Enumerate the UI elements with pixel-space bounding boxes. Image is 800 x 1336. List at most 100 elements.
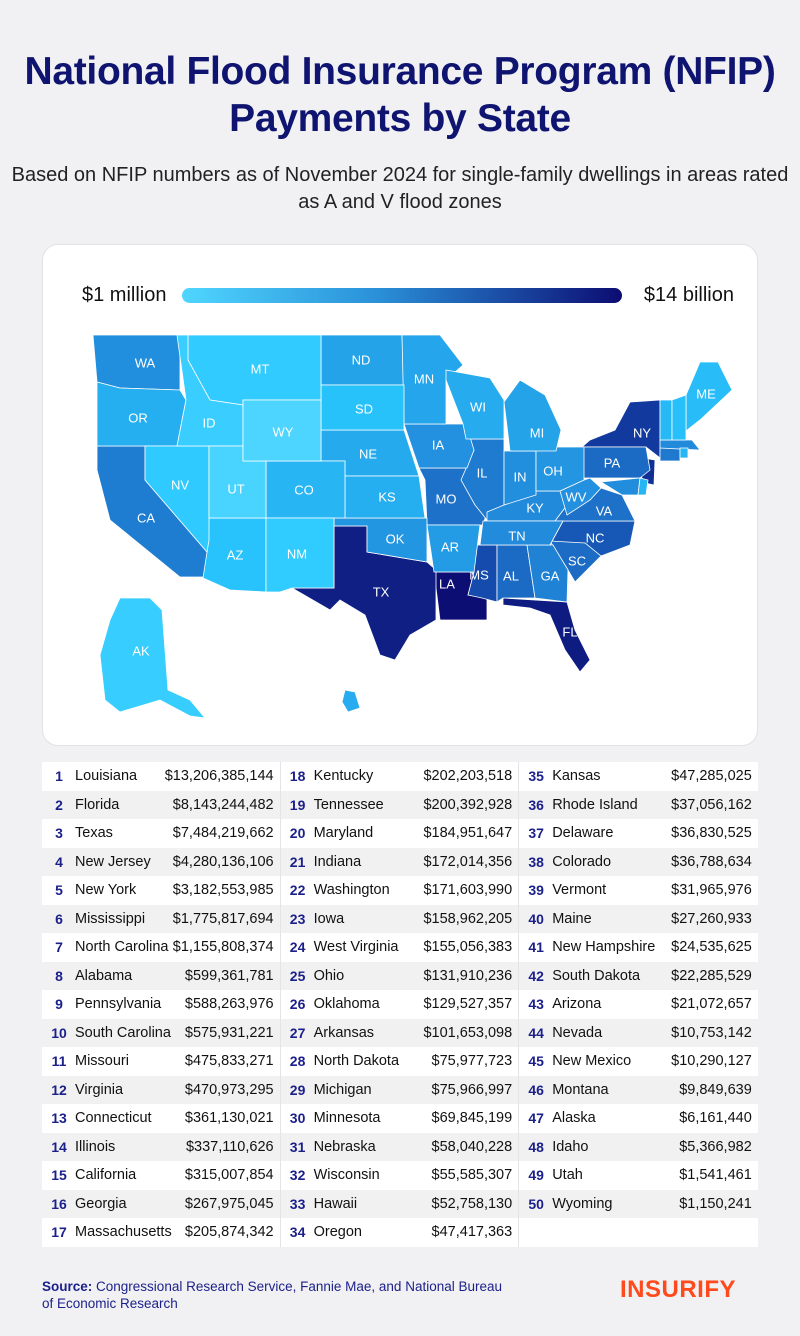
state-ri [679, 447, 689, 459]
state-ia [403, 423, 475, 469]
rank-number: 37 [528, 825, 544, 842]
rank-number: 43 [528, 996, 544, 1013]
state-label: NV [171, 477, 189, 492]
state-label: TN [508, 528, 525, 543]
payment-value: $69,845,199 [431, 1110, 513, 1127]
payment-value: $10,290,127 [671, 1053, 752, 1070]
payment-value: $202,203,518 [423, 768, 513, 785]
state-name: Virginia [75, 1081, 124, 1098]
state-de [637, 477, 649, 496]
state-name: Indiana [313, 853, 362, 870]
state-label: UT [227, 481, 244, 496]
table-row: 14 Illinois $337,110,626 [42, 1132, 280, 1161]
payment-value: $205,874,342 [184, 1224, 274, 1241]
rank-number: 29 [289, 1081, 306, 1098]
rank-number: 9 [55, 996, 63, 1013]
state-label: PA [604, 455, 621, 470]
payment-value: $13,206,385,144 [164, 768, 274, 785]
table-row: 32 Wisconsin $55,585,307 [281, 1161, 519, 1190]
rank-number: 3 [55, 825, 63, 842]
state-name: Montana [552, 1081, 609, 1098]
state-label: AZ [227, 547, 244, 562]
state-name: West Virginia [313, 939, 399, 956]
rank-number: 44 [528, 1024, 544, 1041]
payment-value: $470,973,295 [184, 1081, 274, 1098]
state-name: Vermont [552, 882, 607, 899]
state-name: New Jersey [75, 853, 151, 870]
state-nm [265, 517, 335, 593]
rank-number: 16 [51, 1195, 67, 1212]
payment-value: $52,758,130 [431, 1195, 513, 1212]
state-name: South Carolina [75, 1024, 171, 1041]
rank-number: 18 [289, 768, 306, 785]
payment-value: $171,603,990 [423, 882, 513, 899]
table-row: 27 Arkansas $101,653,098 [280, 1018, 519, 1047]
payment-value: $475,833,271 [184, 1053, 274, 1070]
rank-number: 10 [51, 1024, 67, 1041]
state-name: Louisiana [75, 768, 138, 785]
state-label: WY [273, 424, 294, 439]
state-name: Arkansas [313, 1024, 375, 1041]
state-name: Colorado [552, 853, 612, 870]
state-ct [659, 447, 681, 462]
table-row: 31 Nebraska $58,040,228 [280, 1132, 519, 1161]
state-name: Wisconsin [313, 1167, 380, 1184]
rank-number: 6 [55, 910, 63, 927]
table-row: 24 West Virginia $155,056,383 [281, 933, 519, 962]
state-name: Oklahoma [313, 996, 380, 1013]
table-row: 18 Kentucky $202,203,518 [281, 762, 519, 791]
payment-value: $184,951,647 [423, 825, 513, 842]
legend-gradient-bar [182, 288, 622, 303]
payment-value: $58,040,228 [431, 1138, 513, 1155]
rank-number: 45 [528, 1053, 544, 1070]
state-name: Delaware [552, 825, 614, 842]
legend-min-label: $1 million [82, 284, 167, 306]
rank-number: 27 [289, 1024, 306, 1041]
table-row: 4 New Jersey $4,280,136,106 [42, 847, 280, 876]
rank-number: 41 [528, 939, 544, 956]
payment-value: $36,788,634 [671, 853, 752, 870]
table-column: 18 Kentucky $202,203,518 19 Tennessee $200,39… [280, 762, 520, 1247]
page-title: National Flood Insurance Program (NFIP) … [24, 50, 776, 140]
rank-number: 14 [51, 1138, 67, 1155]
payment-value: $24,535,625 [671, 939, 752, 956]
payment-value: $31,965,976 [671, 882, 752, 899]
payment-value: $158,962,205 [423, 910, 513, 927]
state-label: AR [441, 539, 459, 554]
payment-value: $4,280,136,106 [172, 853, 274, 870]
state-name: Washington [313, 882, 390, 899]
table-row: 25 Ohio $131,910,236 [280, 961, 519, 990]
payment-value: $1,150,241 [679, 1195, 752, 1212]
rank-number: 19 [289, 796, 306, 813]
state-name: California [75, 1167, 137, 1184]
state-name: Alabama [75, 967, 133, 984]
state-name: Illinois [75, 1138, 116, 1155]
state-label: WI [470, 399, 486, 414]
payment-value: $575,931,221 [184, 1024, 274, 1041]
table-row: 13 Connecticut $361,130,021 [42, 1104, 280, 1133]
payment-value: $267,975,045 [184, 1195, 274, 1212]
rank-number: 2 [55, 796, 63, 813]
state-name: North Carolina [75, 939, 169, 956]
payment-value: $3,182,553,985 [172, 882, 274, 899]
table-row: 1 Louisiana $13,206,385,144 [42, 762, 280, 791]
state-label: NC [586, 530, 605, 545]
state-name: Minnesota [313, 1110, 381, 1127]
table-row: 22 Washington $171,603,990 [281, 876, 519, 905]
payment-value: $22,285,529 [671, 967, 752, 984]
state-label: CO [294, 482, 314, 497]
state-name: Tennessee [313, 796, 384, 813]
state-name: Ohio [313, 967, 345, 984]
table-row: 15 California $315,007,854 [42, 1161, 280, 1190]
rank-number: 39 [528, 882, 544, 899]
table-row: 44 Nevada $10,753,142 [519, 1018, 758, 1047]
payment-value: $27,260,933 [671, 910, 752, 927]
rank-number: 25 [289, 967, 306, 984]
state-fl [502, 597, 591, 673]
rank-number: 23 [289, 910, 306, 927]
payment-value: $1,155,808,374 [172, 939, 274, 956]
payment-value: $1,775,817,694 [172, 910, 274, 927]
table-column: 35 Kansas $47,285,025 36 Rhode Island $37,056… [519, 762, 758, 1247]
payment-value: $129,527,357 [423, 996, 513, 1013]
table-column: 1 Louisiana $13,206,385,144 2 Florida $8,143,… [42, 762, 281, 1247]
